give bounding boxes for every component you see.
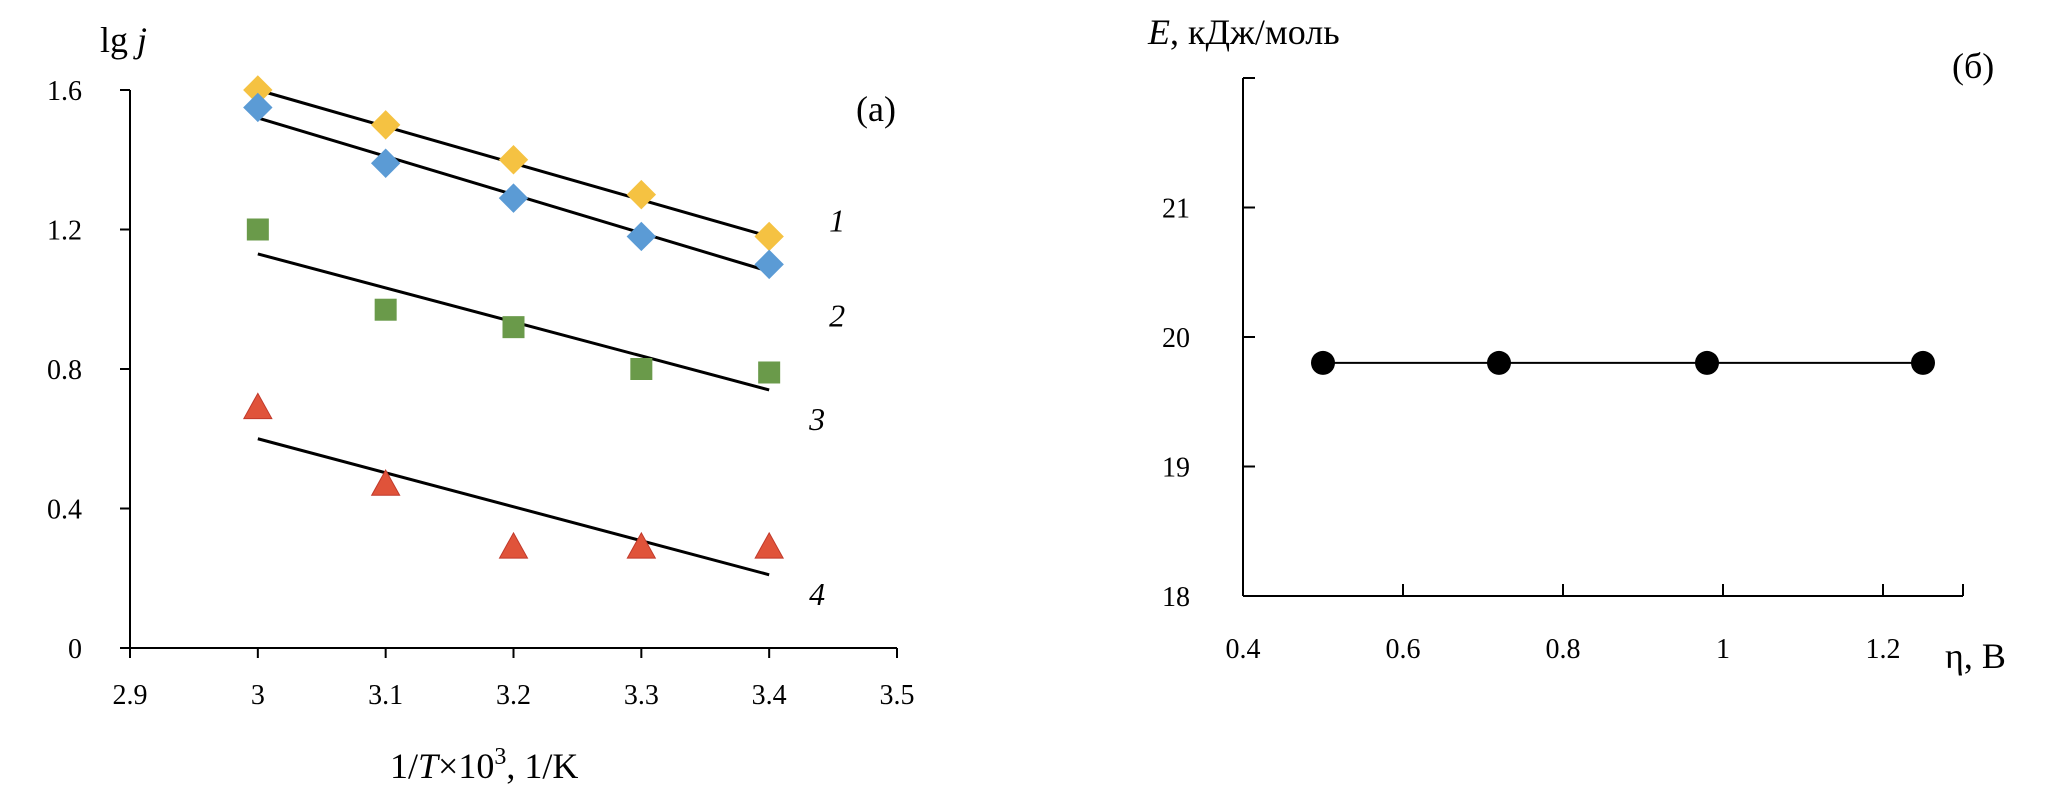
chart-b-point [1911,350,1935,375]
chart-b-y-tick-label: 20 [1162,323,1190,354]
chart-b-x-axis-label: η, В [1945,636,2006,676]
chart-b-panel-label: (б) [1952,46,1994,86]
chart-a-point-4 [754,531,785,559]
chart-a-panel-label: (а) [856,89,896,129]
chart-b-tick-labels: 18 19 20 21 0.4 0.6 0.8 1 1.2 [1162,194,1901,666]
chart-a-x-axis-label: 1/T×103, 1/K [390,744,578,786]
chart-a-point-2 [498,183,529,213]
chart-a-axes [120,89,898,658]
chart-b-axes [1242,77,1964,597]
chart-a-point-2 [243,92,273,123]
chart-b-x-tick-label: 1 [1716,634,1730,665]
chart-a-y-tick-label: 1.6 [47,76,82,107]
chart-b-x-tick-label: 1.2 [1866,634,1901,665]
chart-a-y-tick-label: 0 [68,634,82,665]
chart-a-curve-label-2: 2 [829,297,845,333]
chart-a-point-4 [370,469,401,496]
chart-b-x-tick-label: 0.6 [1386,634,1421,665]
chart-a-point-2 [626,221,657,252]
chart-a-curve-label-3: 3 [808,401,825,437]
chart-a-tick-labels: 2.9 3 3.1 3.2 3.3 3.4 3.5 0 0.4 0.8 1.2 1.6 [47,76,915,711]
chart-a-x-tick-label: 3.2 [496,680,531,711]
chart-b: 18 19 20 21 0.4 0.6 0.8 1 1.2 (б) E, кДж/моль η,… [1147,12,2006,676]
chart-a-y-tick-label: 0.4 [47,495,82,526]
chart-a-x-tick-label: 2.9 [113,680,148,711]
chart-b-y-tick-label: 18 [1162,582,1190,613]
chart-a-point-3 [246,218,269,241]
chart-a-fit-line-4 [257,437,770,577]
chart-a-curve-label-1: 1 [829,202,845,238]
chart-a-point-4 [242,392,273,420]
chart-a-x-tick-label: 3.5 [880,680,915,711]
chart-a-point-2 [370,148,401,178]
chart-a-point-3 [758,361,781,384]
chart-a-x-tick-label: 3.1 [368,680,403,711]
chart-a-y-tick-label: 1.2 [47,216,82,247]
chart-b-x-tick-label: 0.4 [1226,634,1261,665]
chart-a-curve-labels: 1 2 3 4 [808,202,845,611]
chart-a-y-tick-label: 0.8 [47,355,82,386]
chart-a-point-1 [626,179,657,210]
chart-a-x-tick-label: 3.4 [752,680,787,711]
chart-b-point [1695,350,1719,375]
chart-b-y-tick-label: 21 [1162,194,1190,225]
chart-b-x-tick-label: 0.8 [1546,634,1581,665]
chart-a-point-1 [498,145,529,175]
chart-a-curve-label-4: 4 [809,576,825,612]
chart-a-y-axis-label: lg j [100,20,147,60]
chart-b-y-tick-label: 19 [1162,453,1190,484]
chart-b-point [1487,350,1511,375]
chart-a-point-3 [374,298,397,321]
chart-a-point-1 [370,110,401,140]
chart-a-point-4 [498,531,529,559]
chart-a: 2.9 3 3.1 3.2 3.3 3.4 3.5 0 0.4 0.8 1.2 1.6 1 2 3 4 (а… [47,20,915,786]
chart-a-point-3 [630,358,653,380]
chart-a-x-tick-label: 3 [251,680,265,711]
chart-a-x-tick-label: 3.3 [624,680,659,711]
chart-b-y-axis-label: E, кДж/моль [1147,12,1340,52]
chart-a-points [242,75,785,559]
chart-a-point-3 [502,316,525,339]
chart-a-point-4 [626,531,657,559]
chart-a-point-1 [754,221,784,252]
chart-a-point-2 [754,249,784,280]
chart-b-points [1311,350,1935,375]
chart-b-point [1311,350,1335,375]
